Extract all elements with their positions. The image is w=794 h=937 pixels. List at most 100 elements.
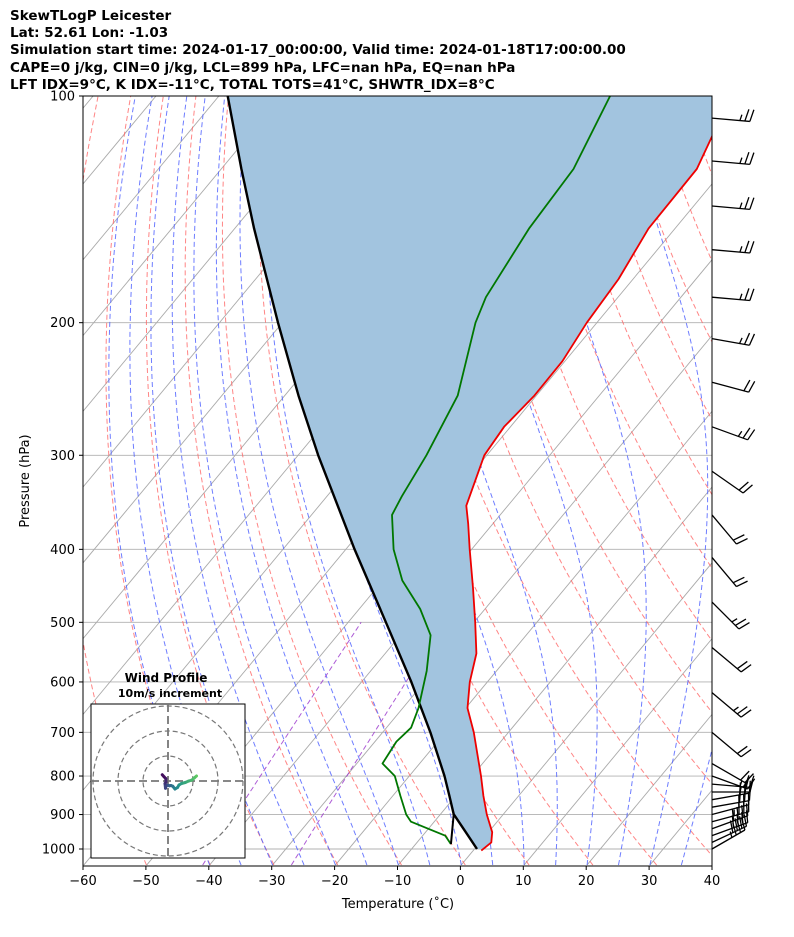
y-tick-label: 1000 xyxy=(42,843,75,858)
dewpoint-profile-line xyxy=(381,96,611,845)
stability-indices-line: CAPE=0 j/kg, CIN=0 j/kg, LCL=899 hPa, LF… xyxy=(10,59,516,76)
x-tick-label: 0 xyxy=(456,874,464,889)
wind-barb-shaft xyxy=(711,646,742,673)
x-tick-label: −50 xyxy=(132,874,159,889)
wind-barb-flag xyxy=(732,534,745,541)
wind-barb-half-flag xyxy=(739,293,743,300)
wind-barb-half-flag xyxy=(738,337,743,344)
dry-adiabat-line xyxy=(358,96,657,866)
wind-barb-flag xyxy=(747,778,756,790)
dry-adiabat-line xyxy=(782,96,794,865)
wind-barb-shaft xyxy=(711,825,747,843)
wind-barb xyxy=(711,470,753,494)
wind-barb-shaft xyxy=(711,792,750,801)
dry-adiabat-line xyxy=(488,96,712,642)
wind-barb-flag xyxy=(749,152,755,165)
wind-barb-shaft xyxy=(711,426,748,441)
wind-barb-flag xyxy=(744,109,750,122)
wind-barb-flag xyxy=(736,745,748,755)
temperature-profile-line xyxy=(465,134,712,852)
moist-adiabat-line xyxy=(193,96,336,866)
wind-barb-shaft xyxy=(711,117,750,123)
isotherm-line xyxy=(398,486,712,866)
x-axis-label: Temperature (˚C) xyxy=(341,896,454,912)
moist-adiabat-line xyxy=(265,96,431,866)
wind-barb-half-flag xyxy=(739,780,743,787)
wind-barb-flag xyxy=(744,240,750,253)
y-tick-label: 300 xyxy=(50,449,75,464)
x-tick-label: −20 xyxy=(321,874,348,889)
sounding-profiles xyxy=(226,96,712,852)
wind-barb xyxy=(711,601,750,630)
dry-adiabat-line xyxy=(651,96,712,263)
dry-adiabat-line xyxy=(145,96,275,866)
wind-barb xyxy=(711,197,755,210)
wind-barb-flag xyxy=(744,197,750,210)
wind-barb-flag xyxy=(738,481,749,491)
mixing-ratio-line xyxy=(290,622,445,866)
wind-barb xyxy=(711,762,754,784)
wind-barb-flag xyxy=(749,109,755,122)
moist-adiabat-line xyxy=(621,96,709,866)
moist-adiabat-line xyxy=(239,96,399,866)
wind-barb-flag xyxy=(744,773,754,783)
wind-barb-flag xyxy=(749,288,755,301)
location-line: Lat: 52.61 Lon: -1.03 xyxy=(10,25,169,42)
lcl-connector xyxy=(449,814,455,845)
y-tick-label: 100 xyxy=(50,90,75,105)
wind-barb xyxy=(711,379,756,393)
wind-barb xyxy=(711,152,755,165)
wind-barb-flag xyxy=(736,806,739,820)
wind-barb-flag xyxy=(744,288,750,301)
wind-barb-flag xyxy=(731,808,735,821)
wind-barb-shaft xyxy=(711,160,750,165)
wind-barb-shaft xyxy=(711,775,748,790)
moist-adiabat-line xyxy=(150,96,274,866)
y-tick-label: 900 xyxy=(50,808,75,823)
wind-barb xyxy=(711,240,755,254)
wind-barb-shaft xyxy=(711,815,748,830)
dry-adiabat-line xyxy=(221,96,402,866)
x-tick-label: −10 xyxy=(384,874,411,889)
wind-barb-half-flag xyxy=(739,202,743,209)
isotherm-line xyxy=(83,96,346,413)
isotherm-line xyxy=(586,713,712,866)
moist-adiabat-line xyxy=(744,96,794,865)
wind-barb-flag xyxy=(740,748,752,758)
wind-barb-shaft xyxy=(711,799,750,808)
wind-barb-shaft xyxy=(711,804,749,816)
wind-barb-half-flag xyxy=(737,430,743,437)
y-tick-label: 700 xyxy=(50,726,75,741)
moist-adiabat-line xyxy=(215,96,368,866)
wind-barb-flag xyxy=(736,580,748,588)
wind-barb-shaft xyxy=(711,601,740,630)
wind-barb-half-flag xyxy=(739,246,743,253)
chart-title: SkewTLogP Leicester xyxy=(10,8,172,24)
wind-barb xyxy=(711,803,749,830)
x-tick-label: 20 xyxy=(578,874,595,889)
wind-barb-shaft xyxy=(711,337,750,346)
y-tick-label: 800 xyxy=(50,770,75,785)
wind-barb-flag xyxy=(740,709,752,718)
isotherm-line xyxy=(649,789,712,866)
wind-barb-flag xyxy=(742,427,751,439)
wind-barb xyxy=(711,692,752,718)
wind-barb-shaft xyxy=(711,296,750,302)
wind-barb-flag xyxy=(749,241,755,254)
wind-barb xyxy=(711,426,756,441)
dry-adiabat-line xyxy=(586,96,712,421)
wind-barb-shaft xyxy=(711,470,744,494)
wind-barb-flag xyxy=(736,706,748,715)
wind-barb-flag xyxy=(741,805,744,818)
wind-barb-flag xyxy=(736,538,748,545)
wind-barb-half-flag xyxy=(729,831,733,838)
isotherm-line xyxy=(523,637,712,866)
wind-barb-flag xyxy=(738,622,750,630)
parcel-profile-line xyxy=(226,96,478,850)
simulation-time-line: Simulation start time: 2024-01-17_00:00:… xyxy=(10,42,626,59)
wind-barb-half-flag xyxy=(731,618,738,623)
wind-barb-shaft xyxy=(711,811,749,823)
hodograph-trace-segment xyxy=(160,773,166,779)
y-axis-label: Pressure (hPa) xyxy=(18,434,33,527)
